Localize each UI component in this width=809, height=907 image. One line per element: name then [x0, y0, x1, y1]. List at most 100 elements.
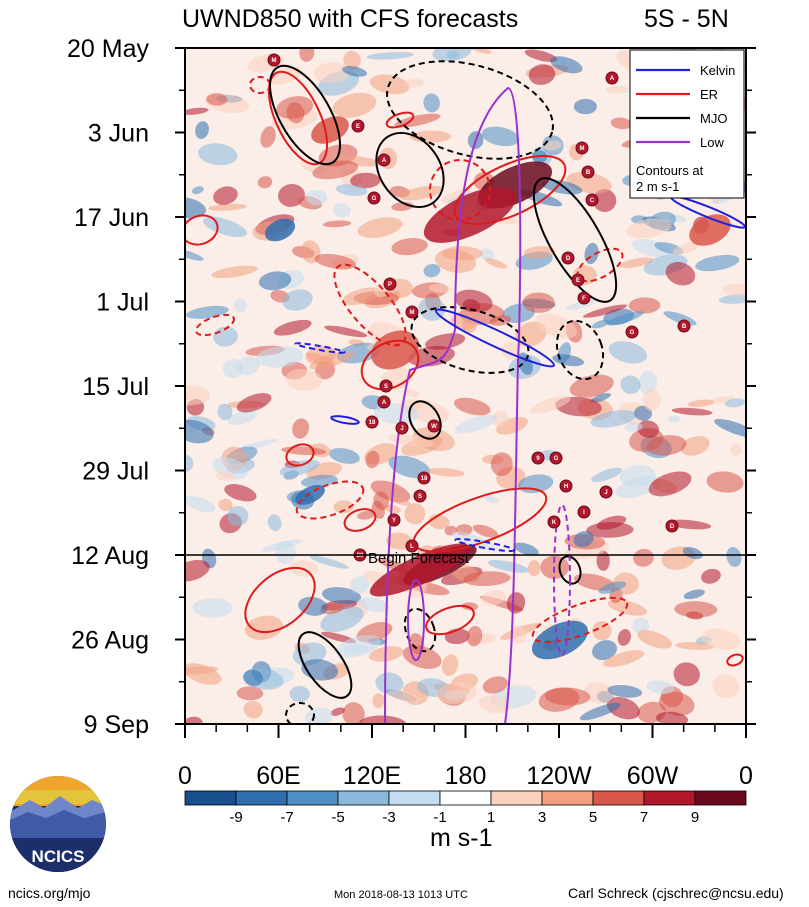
storm-label: I [583, 510, 585, 516]
field-cell [454, 289, 493, 313]
field-cell [342, 287, 382, 306]
field-cell [607, 311, 644, 326]
storm-marker [599, 485, 613, 499]
storm-label: D [670, 524, 675, 530]
field-cell [436, 682, 477, 704]
field-cell [724, 398, 746, 408]
field-cell [606, 697, 640, 720]
er-contour-dashed [295, 480, 365, 520]
storm-label: H [564, 484, 568, 490]
field-cell [185, 559, 210, 582]
storm-label: 18 [421, 476, 428, 482]
field-cell [463, 571, 511, 587]
er-contour-dashed [429, 159, 491, 221]
storm-label: W [431, 424, 437, 430]
field-cell [256, 346, 304, 368]
field-cell [608, 341, 648, 364]
x-tick-label: 0 [178, 762, 192, 790]
storm-label: M [272, 58, 277, 64]
field-cell [506, 592, 526, 614]
y-tick-label: 3 Jun [88, 120, 149, 148]
field-cell [306, 189, 328, 206]
field-cell [592, 621, 612, 641]
field-cell [590, 410, 637, 428]
field-cell [583, 682, 615, 704]
colorbar-label: -5 [331, 809, 344, 826]
storm-marker [377, 153, 391, 167]
storm-marker [571, 273, 585, 287]
field-cell [590, 392, 611, 403]
field-cell [687, 399, 715, 407]
er-contour-dashed [531, 596, 629, 644]
field-cell [409, 633, 425, 655]
field-cell [333, 500, 354, 514]
storm-label: P [388, 282, 392, 288]
y-tick-label: 29 Jul [82, 458, 149, 486]
er-contour-dashed [576, 247, 624, 283]
field-cell [213, 186, 238, 205]
mjo-contour [558, 555, 582, 585]
field-cell [510, 625, 527, 644]
field-cell [185, 666, 219, 675]
x-tick-label: 60E [256, 762, 300, 790]
field-cell [513, 542, 539, 556]
field-cell [544, 687, 591, 706]
colorbar-swatch [541, 790, 594, 806]
field-cell [215, 470, 235, 481]
storm-label: A [382, 158, 387, 164]
field-cell [590, 467, 623, 483]
field-cell [273, 319, 312, 336]
colorbar-label: -3 [382, 809, 395, 826]
field-cell [384, 504, 401, 514]
field-cell [479, 248, 495, 260]
field-cell [672, 241, 701, 255]
field-cell [451, 531, 495, 551]
field-core [423, 187, 517, 243]
field-cell [211, 265, 258, 279]
field-cell [405, 389, 420, 398]
storm-marker [351, 119, 365, 133]
field-cell [569, 374, 614, 398]
field-cell [332, 92, 377, 118]
kelvin-contour-dashed [454, 538, 516, 552]
storm-marker [561, 251, 575, 265]
y-tick-label: 17 Jun [74, 204, 149, 232]
field-cell [680, 436, 710, 456]
field-cell [298, 596, 328, 616]
field-cell [402, 645, 442, 669]
mjo-contour-dashed [285, 702, 315, 724]
er-contour [244, 566, 316, 634]
storm-label: C [590, 198, 595, 204]
colorbar-swatch [592, 790, 645, 806]
field-cell [592, 189, 617, 213]
field-cell [461, 602, 479, 611]
storm-marker [413, 489, 427, 503]
field-cell [586, 522, 634, 538]
field-cell [391, 238, 428, 256]
storm-label: A [610, 76, 615, 82]
field-cell [683, 589, 705, 600]
storm-marker [367, 191, 381, 205]
field-cell [336, 635, 381, 658]
storm-marker [549, 451, 563, 465]
er-contour [343, 508, 377, 532]
field-cell [718, 293, 746, 304]
field-cell [300, 474, 338, 488]
legend-note-line1: Contours at [636, 163, 704, 178]
storm-marker [625, 325, 639, 339]
field-cell [423, 93, 440, 113]
field-cell [522, 292, 555, 313]
field-cell [243, 669, 264, 687]
storm-marker [605, 71, 619, 85]
colorbar-label: -7 [280, 809, 293, 826]
x-tick-label: 180 [445, 762, 487, 790]
storm-label: B [682, 324, 687, 330]
field-cell [682, 546, 703, 560]
field-cell [289, 685, 310, 703]
field-cell [441, 246, 483, 261]
field-cell [236, 356, 260, 376]
storm-marker [395, 421, 409, 435]
colorbar-label: 1 [487, 809, 495, 826]
field-cell [454, 414, 498, 434]
field-cell [701, 568, 721, 584]
